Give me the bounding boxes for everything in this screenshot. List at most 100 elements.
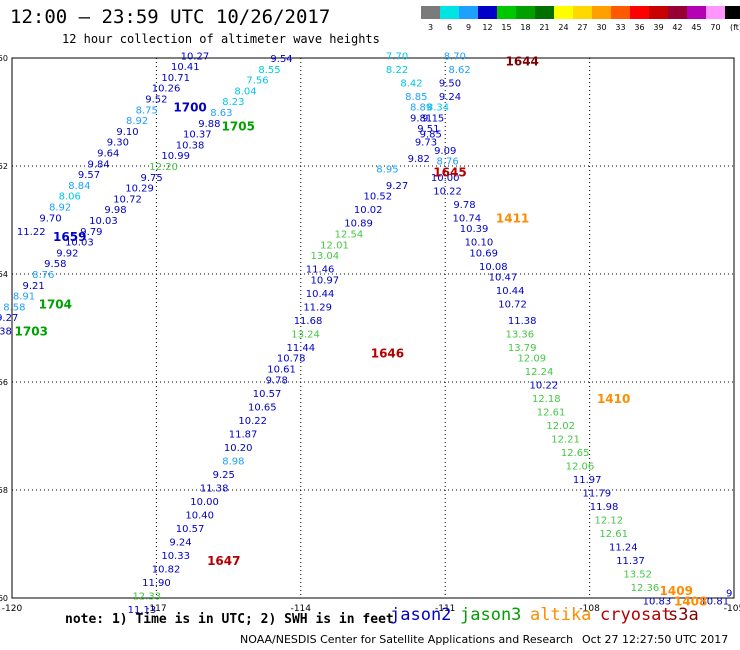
wave-height-value: 10.71 [161,73,190,84]
wave-height-value: 9.84 [88,159,110,170]
wave-height-value: 10.22 [238,416,267,427]
legend-swatch [573,6,592,19]
wave-height-value: 11.37 [616,556,645,567]
wave-height-value: 10.61 [267,365,296,376]
wave-height-value: 11.38 [200,483,229,494]
wave-height-value: 12.06 [566,462,595,473]
lon-tick-label: -105 [724,604,740,614]
satellite-s3a: s3a [668,605,699,625]
legend-label: 3 [427,23,434,32]
wave-height-value: 11.44 [286,343,315,354]
wave-height-value: 12.12 [595,516,624,527]
legend-swatch [668,6,687,19]
wave-height-value: 13.36 [505,329,534,340]
satellite-altika: altika [530,605,592,625]
wave-height-value: 8.76 [436,157,458,168]
legend-swatch [630,6,649,19]
legend-swatch [649,6,668,19]
wave-height-value: 9.78 [453,200,475,211]
wave-height-value: 9.79 [80,227,102,238]
wave-height-value: 8.62 [449,65,471,76]
wave-height-value: 12.61 [599,529,628,540]
wave-height-value: 10.38 [0,327,12,338]
wave-height-value: 10.65 [248,402,277,413]
pass-time-label: 1704 [39,298,72,312]
legend-swatch [497,6,516,19]
legend-swatch [592,6,611,19]
wave-height-value: 9.98 [104,205,126,216]
wave-height-value: 12.33 [132,591,161,602]
legend-label: 42 [672,23,683,32]
wave-height-value: 10.97 [311,275,340,286]
wave-height-value: 12.02 [546,421,575,432]
wave-height-value: 8.22 [386,65,408,76]
wave-height-value: 9.27 [0,313,18,324]
wave-height-value: 13.52 [623,570,652,581]
wave-height-value: 8.75 [136,105,158,116]
wave-height-value: 12.09 [518,354,547,365]
wave-height-value: 9.24 [439,92,461,103]
wave-height-value: 8.76 [32,270,54,281]
pass-time-label: 1409 [660,584,693,598]
satellite-jason2: jason2 [390,605,452,625]
legend-label: 30 [596,23,607,32]
wave-height-value: 9.10 [116,127,138,138]
footer-note: note: 1) Time is in UTC; 2) SWH is in fe… [65,612,394,627]
wave-height-value: 10.37 [183,130,212,141]
legend-swatch [706,6,725,19]
pass-time-label: 1705 [222,120,255,134]
wave-height-value: 7.70 [386,51,408,62]
wave-height-value: 10.82 [152,564,181,575]
legend-swatch [421,6,440,19]
wave-height-value: 10.33 [161,551,190,562]
wave-height-value: 12.21 [551,435,580,446]
wave-height-value: 10.81 [700,597,729,608]
legend-unit: (ft) [730,23,740,32]
wave-height-value: 9.58 [44,259,66,270]
legend-swatch [459,6,478,19]
lat-tick-label: 58 [0,486,8,495]
wave-height-value: 9.70 [39,213,61,224]
wave-height-value: 10.29 [125,184,154,195]
legend-swatch [725,6,740,19]
wave-height-value: 10.00 [431,173,460,184]
wave-height-value: 9.54 [270,54,292,65]
legend-label: 12 [482,23,493,32]
wave-height-value: 10.03 [89,216,118,227]
lat-tick-label: 54 [0,270,8,279]
wave-height-value: 8.92 [49,203,71,214]
legend-swatch [440,6,459,19]
wave-height-value: 8.85 [405,92,427,103]
wave-height-value: 11.98 [590,502,619,513]
legend-label: 18 [520,23,531,32]
wave-height-value: 11.87 [229,429,258,440]
wave-height-value: 10.08 [479,262,508,273]
wave-height-value: 10.00 [190,497,219,508]
legend-swatch [478,6,497,19]
wave-height-value: 12.20 [149,162,178,173]
wave-height-value: 10.38 [176,140,205,151]
wave-height-value: 8.84 [68,181,90,192]
lat-tick-label: 52 [0,162,8,171]
wave-height-value: 9.25 [213,470,235,481]
wave-height-value: 10.83 [643,597,672,608]
legend-label: 39 [653,23,664,32]
wave-height-value: 9.82 [408,154,430,165]
wave-height-value: 12.01 [320,240,349,251]
wave-height-value: 10.72 [113,194,142,205]
wave-height-value: 12.24 [525,367,554,378]
wave-height-value: 9.09 [434,146,456,157]
satellite-jason3: jason3 [460,605,522,625]
wave-height-value: 12.61 [537,408,566,419]
wave-height-value: 10.26 [152,84,181,95]
wave-height-value: 10.44 [306,289,335,300]
wave-height-value: 10.03 [65,238,94,249]
wave-height-value: 10.99 [161,151,190,162]
chart-subtitle: 12 hour collection of altimeter wave hei… [62,32,380,46]
wave-height-value: 13.79 [508,343,537,354]
wave-height-value: 11.29 [303,302,332,313]
pass-time-label: 1408 [674,595,707,609]
wave-height-value: 9.64 [97,149,119,160]
wave-height-value: 13.24 [291,329,320,340]
wave-height-value: 11.13 [128,605,157,616]
